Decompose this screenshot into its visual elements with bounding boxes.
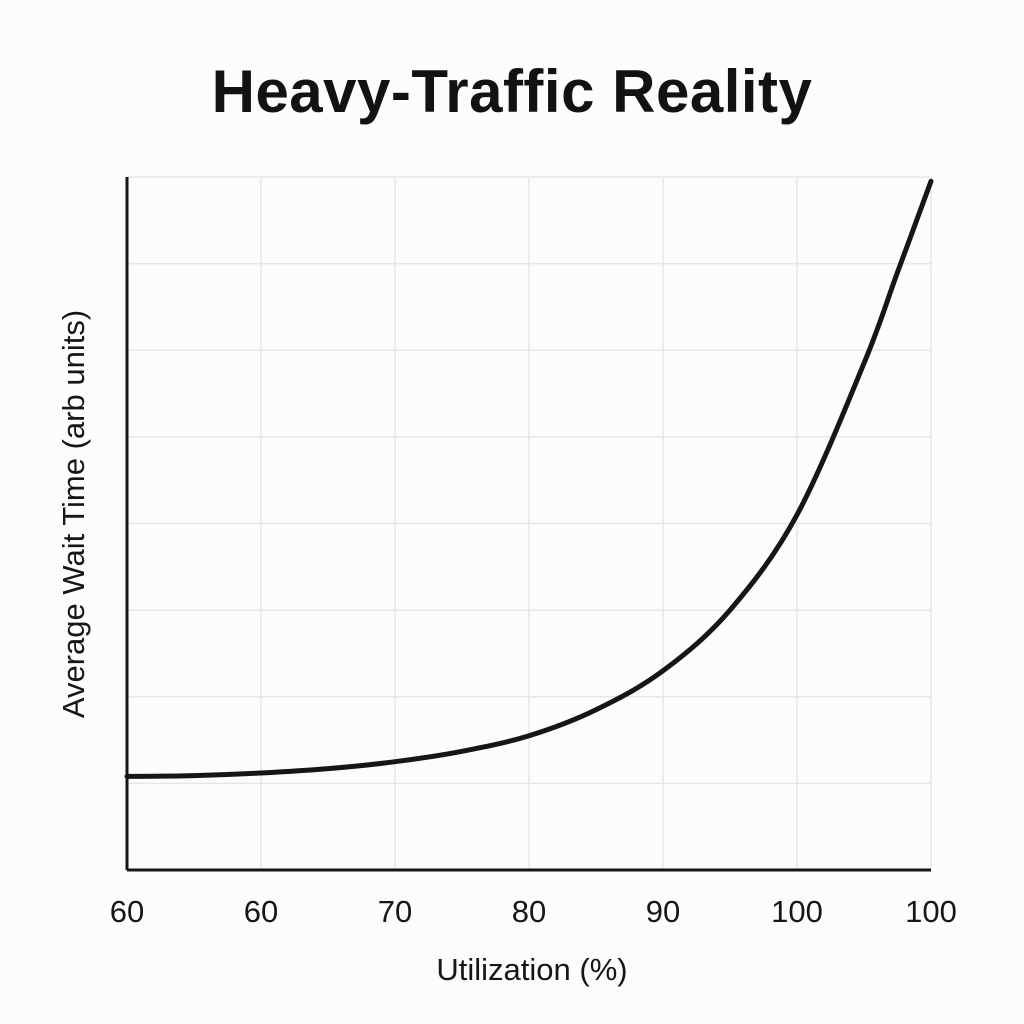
x-tick-label: 80 <box>512 894 546 929</box>
chart-axes <box>125 177 931 872</box>
x-tick-label: 70 <box>378 894 412 929</box>
chart-series <box>124 178 934 779</box>
x-tick-labels: 60 60 70 80 90 100 100 <box>110 894 957 929</box>
x-tick-label: 90 <box>646 894 680 929</box>
chart-title: Heavy-Traffic Reality <box>211 58 813 125</box>
x-tick-label: 100 <box>905 894 957 929</box>
y-axis-title: Average Wait Time (arb units) <box>56 310 91 718</box>
x-tick-label: 60 <box>244 894 278 929</box>
chart-grid <box>127 176 932 870</box>
series-line <box>124 178 934 779</box>
x-tick-label: 60 <box>110 894 144 929</box>
x-axis-title: Utilization (%) <box>436 952 627 987</box>
x-tick-label: 100 <box>771 894 823 929</box>
